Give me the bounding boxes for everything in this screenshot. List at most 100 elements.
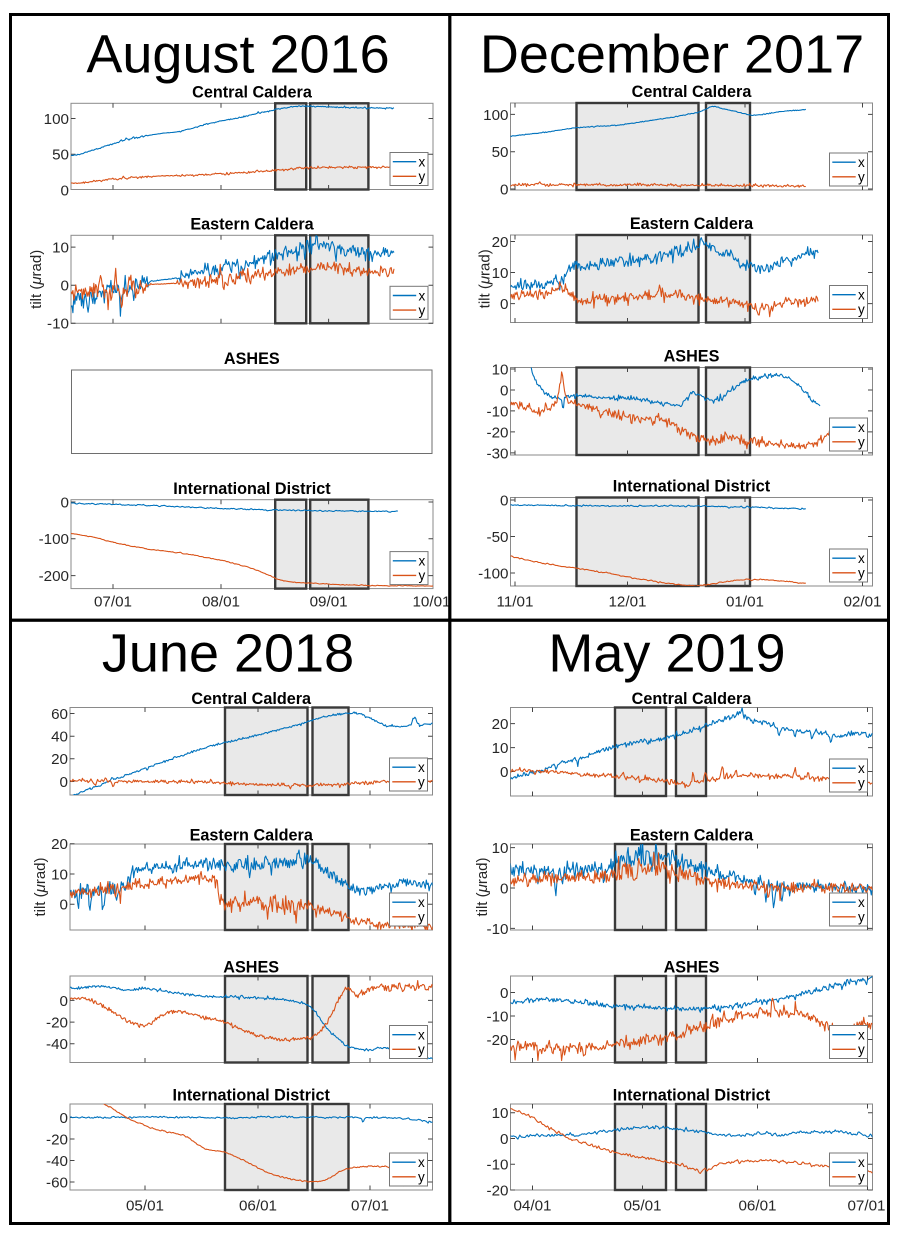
svg-text:02/01: 02/01 [843,594,881,611]
svg-text:07/01: 07/01 [847,1198,885,1215]
svg-text:50: 50 [492,144,509,161]
svg-text:10: 10 [492,265,509,282]
svg-text:x: x [858,288,865,303]
svg-text:-20: -20 [46,1015,68,1032]
svg-text:Eastern Caldera: Eastern Caldera [630,827,754,845]
svg-text:11/01: 11/01 [497,594,534,611]
svg-text:10/01: 10/01 [412,594,450,611]
svg-text:y: y [858,910,865,925]
svg-text:0: 0 [500,985,508,1002]
svg-text:x: x [858,895,865,910]
svg-text:0: 0 [61,494,69,511]
svg-text:-20: -20 [46,1131,68,1148]
svg-text:y: y [419,169,426,184]
svg-text:y: y [418,910,425,925]
svg-text:y: y [858,776,865,791]
svg-text:10: 10 [492,840,509,857]
svg-text:-10: -10 [487,1008,509,1025]
svg-text:tilt (μrad): tilt (μrad) [32,857,49,916]
svg-text:-10: -10 [487,403,509,420]
svg-text:International District: International District [613,478,771,496]
svg-text:20: 20 [492,716,509,733]
svg-text:y: y [858,566,865,581]
svg-text:June 2018: June 2018 [102,624,354,684]
svg-text:-10: -10 [47,316,69,333]
svg-text:10: 10 [492,1105,509,1122]
svg-text:10: 10 [492,740,509,757]
svg-text:0: 0 [500,764,508,781]
svg-text:0: 0 [500,492,508,509]
svg-text:0: 0 [61,278,69,295]
svg-text:August 2016: August 2016 [86,25,389,85]
svg-text:x: x [419,554,426,569]
svg-text:0: 0 [500,181,508,198]
svg-text:-20: -20 [487,1032,509,1049]
svg-text:x: x [858,1155,865,1170]
svg-text:Central Caldera: Central Caldera [192,84,313,102]
svg-text:y: y [858,302,865,317]
svg-text:-40: -40 [46,1036,68,1053]
svg-text:y: y [418,1042,425,1057]
svg-text:Central Caldera: Central Caldera [632,83,753,101]
svg-text:x: x [418,895,425,910]
svg-text:x: x [418,1155,425,1170]
svg-text:20: 20 [51,751,68,768]
svg-text:December 2017: December 2017 [480,25,864,85]
svg-text:06/01: 06/01 [738,1198,776,1215]
svg-text:40: 40 [51,729,68,746]
svg-text:0: 0 [60,774,68,791]
svg-text:May 2019: May 2019 [548,624,785,684]
svg-text:y: y [858,1170,865,1185]
svg-text:tilt (μrad): tilt (μrad) [28,250,45,309]
svg-text:07/01: 07/01 [94,594,132,611]
svg-text:10: 10 [52,240,69,257]
svg-text:x: x [418,760,425,775]
svg-text:0: 0 [60,1110,68,1127]
svg-text:0: 0 [61,182,69,199]
svg-text:x: x [419,288,426,303]
svg-text:0: 0 [60,897,68,914]
svg-text:-60: -60 [46,1174,68,1191]
svg-text:50: 50 [52,147,69,164]
svg-text:10: 10 [492,361,509,378]
svg-text:ASHES: ASHES [664,959,720,977]
svg-text:0: 0 [60,993,68,1010]
svg-text:y: y [858,1042,865,1057]
svg-text:y: y [418,775,425,790]
svg-text:-20: -20 [487,424,509,441]
svg-text:x: x [858,1028,865,1043]
svg-text:-10: -10 [487,1157,509,1174]
svg-text:Central Caldera: Central Caldera [632,690,753,708]
svg-text:05/01: 05/01 [623,1198,661,1215]
svg-text:-100: -100 [39,531,69,548]
svg-text:-200: -200 [39,568,69,585]
svg-text:International District: International District [173,480,331,498]
svg-text:ASHES: ASHES [224,350,280,368]
svg-text:0: 0 [500,382,508,399]
svg-text:Central Caldera: Central Caldera [191,690,312,708]
svg-text:ASHES: ASHES [664,348,720,366]
svg-text:0: 0 [500,1131,508,1148]
svg-text:x: x [858,420,865,435]
svg-text:ASHES: ASHES [223,959,279,977]
svg-text:-30: -30 [487,445,509,462]
svg-text:06/01: 06/01 [239,1198,277,1215]
svg-text:International District: International District [613,1087,771,1105]
svg-text:Eastern Caldera: Eastern Caldera [190,216,314,234]
svg-text:x: x [418,1028,425,1043]
svg-text:x: x [858,761,865,776]
svg-text:x: x [419,155,426,170]
svg-text:y: y [858,170,865,185]
svg-text:10: 10 [51,866,68,883]
svg-text:y: y [419,568,426,583]
svg-text:0: 0 [500,880,508,897]
svg-text:y: y [419,303,426,318]
svg-text:x: x [858,551,865,566]
svg-text:-10: -10 [487,921,509,938]
svg-text:y: y [858,435,865,450]
svg-text:12/01: 12/01 [608,594,646,611]
svg-text:07/01: 07/01 [351,1198,389,1215]
svg-text:-100: -100 [478,565,508,582]
svg-text:09/01: 09/01 [310,594,348,611]
svg-text:100: 100 [44,111,69,128]
